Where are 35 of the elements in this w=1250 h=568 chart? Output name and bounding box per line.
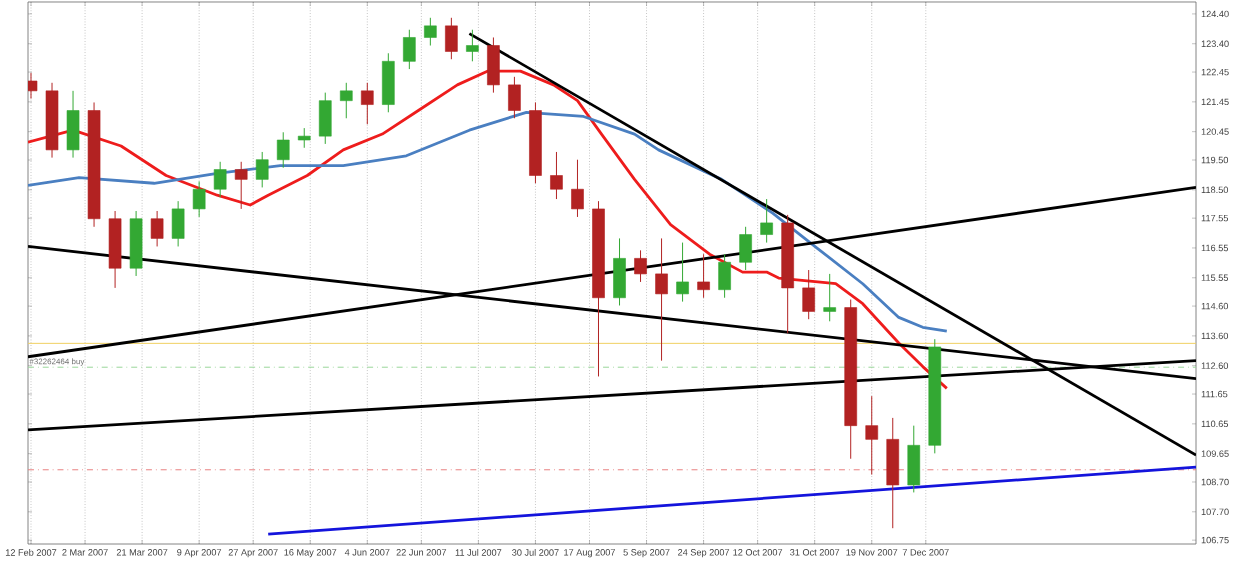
candlestick xyxy=(150,210,164,247)
candlestick xyxy=(886,417,900,529)
line-series xyxy=(28,110,949,333)
candlestick xyxy=(865,395,879,476)
candlestick xyxy=(508,76,521,119)
candlestick xyxy=(802,269,815,320)
candlestick xyxy=(676,242,689,303)
candlestick xyxy=(360,82,374,125)
candlestick xyxy=(571,159,584,218)
candlestick xyxy=(697,253,710,299)
candlestick xyxy=(276,131,290,169)
candlestick xyxy=(318,92,332,145)
candlestick xyxy=(297,127,311,149)
candlestick xyxy=(718,253,731,299)
candlestick xyxy=(403,29,416,70)
candlestick xyxy=(424,17,437,47)
candlestick xyxy=(466,29,479,62)
candlestick xyxy=(487,36,500,94)
candlestick xyxy=(634,249,647,283)
candlestick xyxy=(339,82,353,119)
candlestick xyxy=(66,90,80,159)
candlestick xyxy=(234,161,248,210)
candlestick xyxy=(382,52,395,113)
candlestick xyxy=(213,161,227,198)
candlestick xyxy=(550,151,563,200)
candlestick xyxy=(823,273,836,322)
candlestick xyxy=(907,425,921,493)
candlestick xyxy=(655,237,668,362)
candlestick xyxy=(255,151,269,188)
candlestick xyxy=(192,180,206,218)
candlestick xyxy=(613,237,626,306)
candlestick xyxy=(760,198,773,244)
candlestick xyxy=(739,226,752,271)
candlestick xyxy=(171,200,185,247)
candlestick xyxy=(445,17,458,60)
